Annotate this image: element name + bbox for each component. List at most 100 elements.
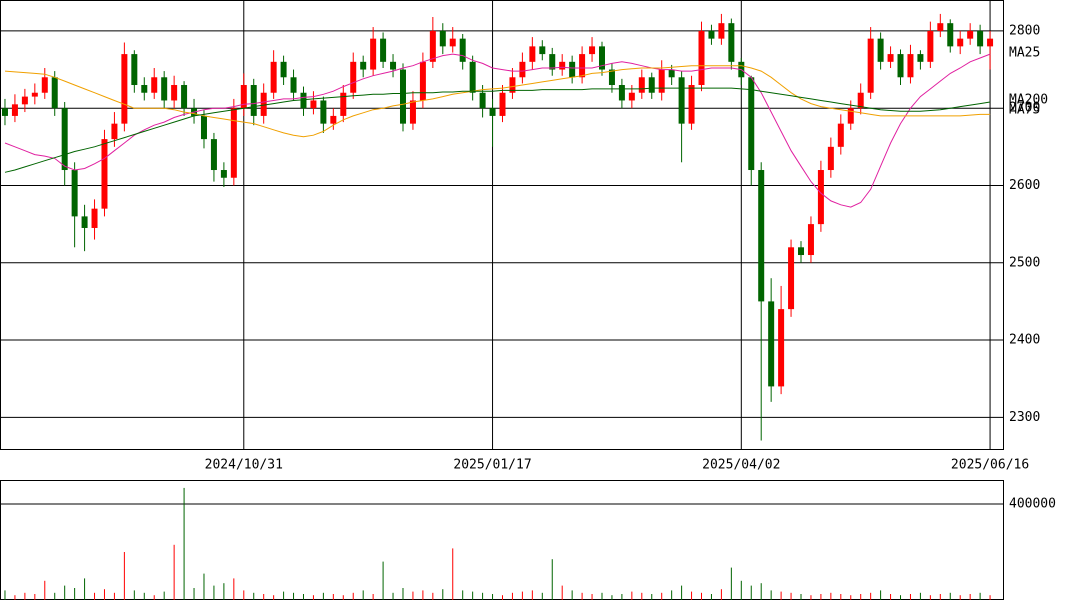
candle-body	[708, 30, 715, 39]
candle-body	[728, 23, 735, 62]
volume-bar	[541, 592, 543, 600]
candle-body	[41, 77, 48, 93]
candle-body	[817, 170, 824, 225]
candle-body	[181, 85, 188, 109]
candle-body	[857, 92, 864, 109]
volume-bar	[173, 544, 175, 600]
volume-bar	[501, 595, 503, 600]
volume-bar	[203, 573, 205, 600]
candle-body	[419, 61, 426, 101]
candle-body	[748, 77, 755, 171]
candle-body	[569, 61, 576, 78]
candle-body	[220, 170, 227, 178]
volume-bar	[253, 592, 255, 600]
candle-body	[957, 38, 964, 47]
candle-body	[290, 77, 297, 93]
y-tick-label: 2500	[1009, 255, 1040, 270]
volume-bar	[283, 591, 285, 600]
candle-body	[210, 139, 217, 171]
volume-bar	[442, 589, 444, 600]
volume-bar	[392, 592, 394, 600]
volume-bar	[691, 591, 693, 600]
candle-body	[539, 46, 546, 55]
volume-bar	[641, 592, 643, 600]
volume-bar	[183, 487, 185, 600]
candle-body	[618, 85, 625, 101]
volume-bar	[293, 592, 295, 600]
volume-bar	[929, 595, 931, 600]
candle-body	[240, 85, 247, 109]
volume-bar	[402, 588, 404, 600]
candle-body	[897, 54, 904, 78]
volume-bar	[74, 588, 76, 600]
x-tick-label: 2025/04/02	[702, 458, 780, 473]
candle-body	[51, 77, 58, 109]
volume-bar	[621, 594, 623, 600]
volume-bar	[770, 590, 772, 600]
volume-bar	[94, 592, 96, 600]
x-tick-label: 2025/06/16	[951, 458, 1029, 473]
candle-body	[409, 100, 416, 124]
candle-body	[320, 100, 327, 124]
volume-bar	[790, 592, 792, 600]
volume-bar	[14, 595, 16, 600]
volume-bar	[342, 595, 344, 600]
candle-body	[151, 77, 158, 93]
y-tick-label: 2800	[1009, 23, 1040, 38]
volume-bar	[531, 590, 533, 600]
candle-body	[459, 38, 466, 62]
volume-bar	[959, 595, 961, 600]
volume-bar	[800, 594, 802, 600]
candle-body	[559, 61, 566, 70]
volume-bar	[452, 548, 454, 600]
candle-body	[549, 54, 556, 70]
volume-bar	[322, 592, 324, 600]
candle-body	[827, 146, 834, 171]
volume-bar	[671, 590, 673, 600]
y-tick-label: 2700	[1009, 101, 1040, 116]
volume-bar	[969, 594, 971, 600]
candle-body	[429, 30, 436, 62]
y-tick-label: 400000	[1009, 497, 1056, 512]
volume-bar	[352, 592, 354, 600]
candle-body	[399, 69, 406, 124]
volume-bar	[412, 591, 414, 600]
candle-body	[788, 247, 795, 310]
volume-bar	[730, 567, 732, 600]
candle-body	[380, 38, 387, 62]
volume-bar	[472, 591, 474, 600]
volume-bar	[273, 595, 275, 600]
legend-label: MA200	[1009, 93, 1048, 108]
volume-bar	[492, 594, 494, 600]
candle-body	[579, 54, 586, 78]
candle-body	[589, 46, 596, 55]
y-tick-label: 2400	[1009, 333, 1040, 348]
x-tick-label: 2024/10/31	[205, 458, 283, 473]
candle-body	[11, 104, 18, 116]
volume-bar	[571, 590, 573, 600]
candle-body	[648, 77, 655, 93]
candle-body	[121, 54, 128, 124]
y-tick-label: 2600	[1009, 178, 1040, 193]
candle-body	[937, 23, 944, 31]
volume-bar	[840, 594, 842, 600]
volume-bar	[661, 592, 663, 600]
x-tick-label: 2025/01/17	[453, 458, 531, 473]
candle-body	[638, 77, 645, 93]
volume-bar	[989, 595, 991, 600]
legend-label: MA75	[1009, 103, 1040, 118]
volume-bar	[223, 583, 225, 600]
candle-body	[71, 170, 78, 217]
candle-body	[977, 30, 984, 47]
volume-bar	[919, 592, 921, 600]
volume-bar	[581, 592, 583, 600]
volume-bar	[302, 594, 304, 600]
candle-body	[61, 108, 68, 171]
volume-bar	[710, 594, 712, 600]
candle-body	[529, 46, 536, 62]
candle-body	[131, 54, 138, 86]
candle-body	[519, 61, 526, 78]
volume-bar	[681, 585, 683, 600]
volume-bar	[651, 594, 653, 600]
